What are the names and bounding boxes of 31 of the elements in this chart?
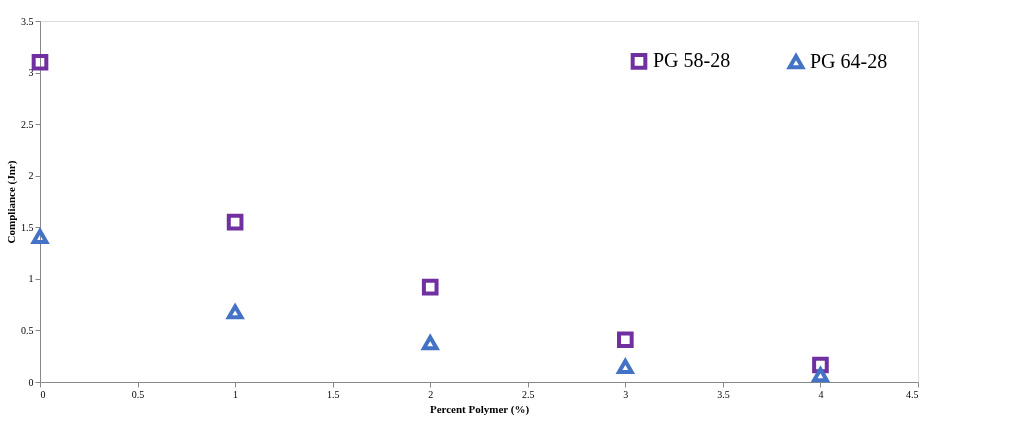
point [617, 359, 634, 375]
point [812, 367, 829, 383]
y-axis-title: Compliance (Jnr) [5, 160, 18, 244]
x-tick-label: 0.5 [131, 388, 145, 400]
y-tick-label: 1 [28, 273, 34, 285]
x-tick-label: 3.5 [717, 388, 730, 400]
y-tick-label: 3.5 [21, 15, 34, 27]
y-tick-label: 2.5 [21, 118, 34, 130]
y-tick-label: 3 [28, 67, 34, 79]
point [421, 335, 439, 351]
x-tick-label: 0 [40, 388, 46, 400]
legend-label: PG 58-28 [653, 49, 731, 72]
point [226, 304, 244, 320]
y-tick-label: 0 [28, 376, 34, 388]
point [226, 213, 244, 231]
x-tick-label: 2 [428, 388, 434, 400]
point [421, 278, 439, 296]
y-tick-label: 1.5 [21, 221, 34, 233]
x-tick-label: 4 [818, 388, 824, 400]
x-tick-label: 1.5 [326, 388, 340, 400]
y-tick-label: 2 [28, 170, 34, 182]
x-tick-label: 3 [623, 388, 629, 400]
x-tick-label: 1 [233, 388, 239, 400]
legend-label: PG 64-28 [810, 49, 888, 72]
x-tick-label: 4.5 [906, 388, 919, 400]
point [31, 53, 49, 71]
x-axis-title: Percent Polymer (%) [429, 402, 530, 416]
point [617, 331, 634, 349]
x-tick-label: 2.5 [522, 388, 535, 400]
point [31, 229, 49, 245]
y-tick-label: 0.5 [21, 324, 34, 336]
